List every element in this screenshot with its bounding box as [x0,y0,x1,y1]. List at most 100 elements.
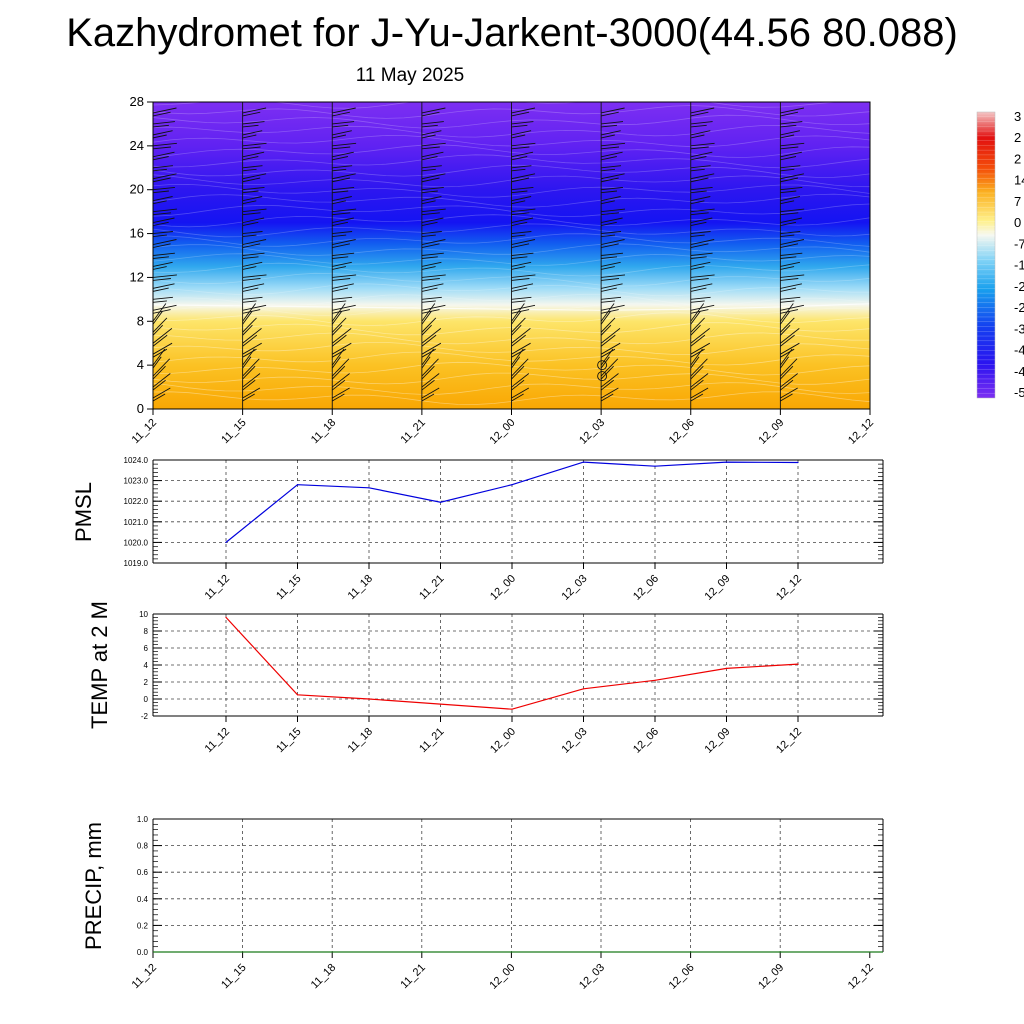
data-point [368,698,370,700]
wind-barb-feather [421,348,436,358]
wind-barb [600,328,621,344]
wind-barb [780,261,800,267]
colorbar-label: 14 [1014,173,1024,188]
wind-barb [780,107,804,114]
wind-barb [690,328,710,344]
wind-barb [869,123,870,124]
wind-barb [242,231,263,235]
wind-barb-feather [511,348,526,358]
wind-barb [690,342,711,355]
wind-barb-feather [421,311,432,325]
wind-barb-feather [511,324,522,336]
wind-barb [780,239,804,245]
wind-barb [332,231,353,235]
wind-barb [242,107,267,114]
y-axis-label: TEMP at 2 M [87,601,112,729]
wind-barb [421,373,440,388]
wind-barb [153,261,173,267]
wind-barb [242,317,257,333]
wind-barb [601,239,625,245]
wind-barb [153,317,168,333]
wind-barb [780,296,801,300]
x-tick-label: 12_03 [560,573,590,603]
wind-barb [242,239,267,245]
wind-barb-feather [242,234,257,238]
wind-barb [601,142,626,147]
wind-barb [332,130,352,136]
y-tick-label: 0.8 [137,842,149,851]
wind-barb [869,244,870,245]
wind-barb [601,296,622,300]
data-point [725,667,728,670]
wind-barb [511,373,530,388]
wind-barb-feather [332,266,346,270]
wind-barb-feather [601,234,616,238]
wind-barb-feather [242,324,253,336]
wind-barb-feather [690,393,704,402]
chart-date: 11 May 2025 [355,65,465,86]
wind-barb-feather [511,146,530,150]
wind-barb [601,130,621,136]
wind-barb [332,252,355,256]
wind-barb-feather [869,301,870,303]
wind-barb-feather [242,356,252,369]
wind-barb-feather [601,177,619,183]
wind-barb-feather [780,234,795,238]
x-tick-label: 11_18 [346,573,376,603]
wind-barb-feather [511,300,526,303]
x-tick-label: 11_12 [130,417,160,447]
wind-barb [780,186,803,191]
wind-barb [869,167,870,168]
y-tick-label: 28 [130,94,144,109]
wind-barb [511,304,536,311]
wind-barb-feather [332,256,349,259]
x-tick-label: 12_06 [667,962,697,992]
wind-barb [331,328,352,344]
wind-barb [600,373,619,388]
wind-barb [601,252,624,256]
calm-wind-circle [597,371,608,382]
wind-barb [690,231,711,235]
wind-barb-feather [601,111,619,117]
y-tick-label: 0 [144,695,149,704]
y-tick-label: 10 [139,610,148,619]
y-tick-label: 1020.0 [124,538,149,547]
wind-barb [690,274,715,278]
wind-barb [242,142,267,147]
wind-barb [780,342,800,355]
wind-barb-feather [690,348,705,358]
wind-barb [332,261,352,267]
wind-barb [780,328,800,344]
wind-barb [690,304,715,311]
wind-barb [780,373,798,388]
wind-barb-feather [690,287,707,292]
wind-barb-feather [153,311,163,325]
wind-barb [421,239,446,245]
wind-barb-feather [242,124,259,128]
wind-barb-feather [869,323,870,325]
wind-barb-feather [331,311,343,325]
colorbar-label: -4 [1014,343,1024,358]
wind-barb [690,261,711,267]
wind-barb [153,283,175,289]
wind-barb-feather [869,247,870,248]
wind-barb-feather [690,212,709,216]
wind-barb [690,151,713,158]
wind-barb-feather [242,266,257,270]
x-tick-label: 12_00 [487,962,517,992]
wind-barb-feather [601,243,619,248]
wind-barb-feather [869,159,870,160]
wind-barb [421,387,440,399]
wind-barb-feather [869,378,870,380]
wind-barb-feather [511,134,526,139]
wind-barb [601,196,621,202]
colorbar [976,111,996,399]
wind-barb-feather [601,300,616,303]
wind-barb [332,387,350,399]
wind-barb-feather [600,393,614,402]
colorbar-label: -5 [1014,385,1024,400]
wind-barb-feather [153,190,169,194]
wind-barb-feather [511,168,526,172]
wind-barb-feather [421,278,440,281]
colorbar-label: 2 [1014,151,1021,166]
